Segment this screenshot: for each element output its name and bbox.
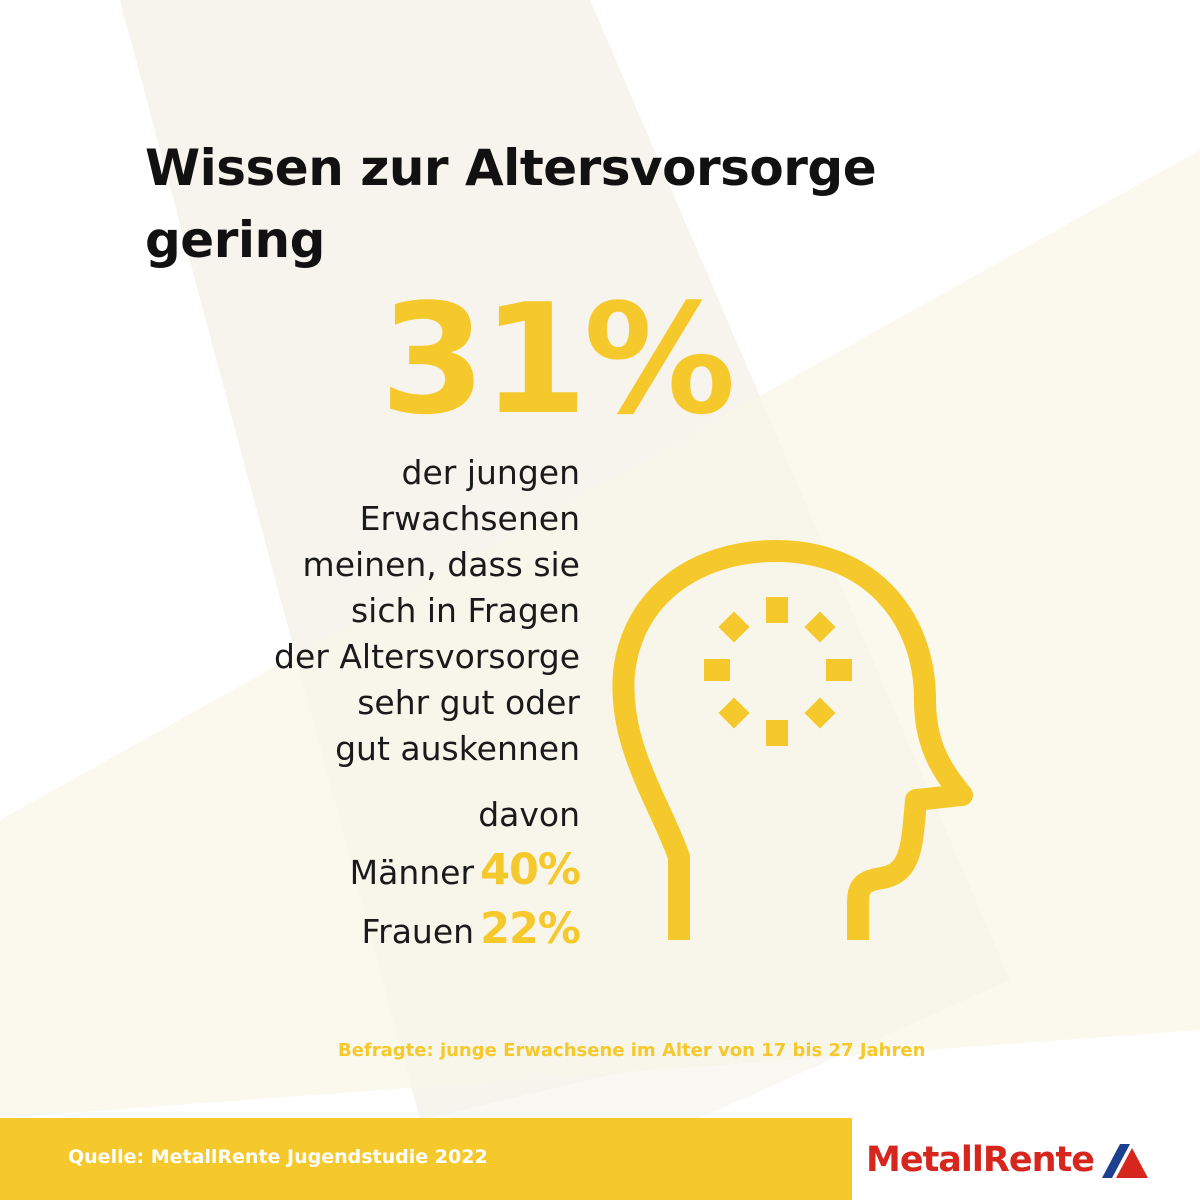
- breakdown-row-women: Frauen 22%: [350, 901, 581, 960]
- title-line-1: Wissen zur Altersvorsorge: [145, 139, 877, 197]
- breakdown-value: 22%: [480, 904, 581, 954]
- description-line: Erwachsenen: [359, 499, 580, 538]
- logo-wordmark: MetallRente: [866, 1140, 1095, 1180]
- metallrente-logo: MetallRente: [866, 1134, 1150, 1186]
- metallrente-triangle-logo-icon: [1101, 1144, 1148, 1178]
- breakdown-intro: davon: [478, 795, 580, 834]
- survey-note: Befragte: junge Erwachsene im Alter von …: [338, 1040, 926, 1061]
- description-line: sich in Fragen: [350, 591, 580, 630]
- breakdown-label: Frauen: [361, 912, 475, 951]
- description-line: sehr gut oder: [357, 683, 580, 722]
- breakdown-row-men: Männer 40%: [349, 842, 581, 901]
- description-line: der jungen: [401, 453, 580, 492]
- description-line: gut auskennen: [335, 729, 580, 768]
- description-text: der jungen Erwachsenen meinen, dass sie …: [160, 450, 580, 772]
- source-text: Quelle: MetallRente Jugendstudie 2022: [68, 1146, 488, 1168]
- breakdown-value: 40%: [480, 845, 581, 895]
- footer-bar: [0, 1118, 852, 1200]
- head-with-gear-icon: [612, 540, 973, 940]
- headline-percentage: 31%: [380, 271, 736, 448]
- breakdown-label: Männer: [349, 853, 475, 892]
- page-title: Wissen zur Altersvorsorge gering: [145, 132, 1045, 276]
- title-line-2: gering: [145, 211, 325, 269]
- description-line: der Altersvorsorge: [274, 637, 580, 676]
- description-line: meinen, dass sie: [302, 545, 580, 584]
- gender-breakdown: davon Männer 40% Frauen 22%: [349, 792, 581, 960]
